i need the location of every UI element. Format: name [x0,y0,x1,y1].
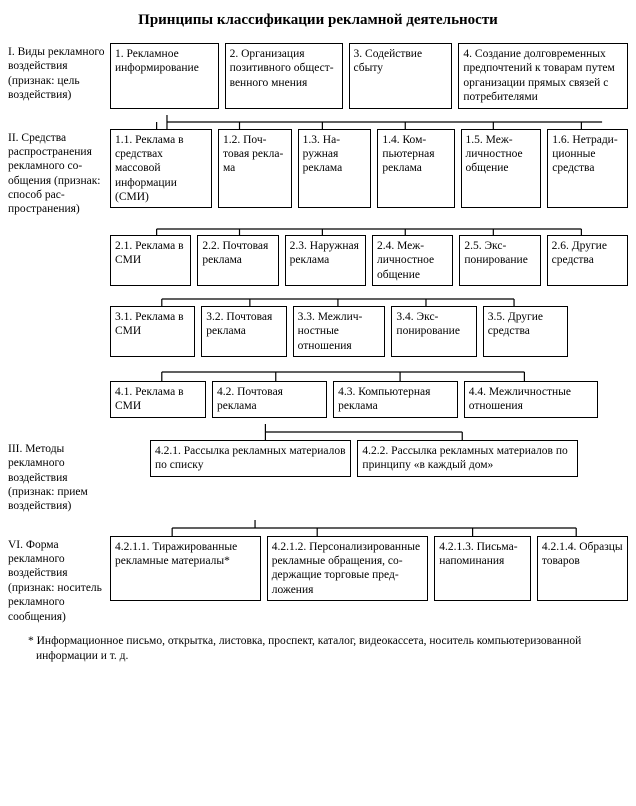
row-I-label: I. Виды рекламного воздействия (признак:… [8,43,110,103]
node-2-5: 2.5. Экс­пониро­вание [459,235,540,286]
node-1-4: 1.4. Ком­пьютер­ная рекла­ма [377,129,454,209]
node-2-1: 2.1. Рек­лама в СМИ [110,235,191,286]
node-3-5: 3.5. Другие средства [483,306,568,357]
node-2-4: 2.4. Меж­личност­ное об­щение [372,235,453,286]
row-4x: 4.1. Рек­лама в СМИ 4.2. Почтовая реклам… [8,381,628,418]
node-4-2: 4.2. Почтовая реклама [212,381,327,418]
row-II-label: II. Средства распростра­нения рек­ламног… [8,129,110,217]
conn-421-to-leaf [110,520,628,536]
conn-I-to-1x [110,115,628,129]
conn-3-to-3x [110,292,628,306]
diagram-title: Принципы классификации рекламной деятель… [8,12,628,29]
node-1-1: 1.1. Рек­лама в средствах массовой инфор… [110,129,212,209]
node-2-3: 2.3. На­ружная рекла­ма [285,235,366,286]
row-3x: 3.1. Рек­лама в СМИ 3.2. Поч­товая рекла… [8,306,628,357]
node-2: 2. Организа­ция позитив­ного общест­венн… [225,43,343,109]
footnote: * Информационное письмо, открытка, листо… [28,634,628,664]
row-VI: VI. Форма рекламного воздействия (призна… [8,536,628,624]
node-3-3: 3.3. Межлич­ностные отношения [293,306,386,357]
row-III-label: III. Методы рекламного воздействия (приз… [8,440,110,514]
node-1-3: 1.3. На­ружная рекла­ма [298,129,372,209]
node-4-2-2: 4.2.2. Рассылка рек­ламных материалов по… [357,440,578,477]
conn-4-to-4x [110,363,628,381]
node-4-4: 4.4. Межличност­ные отношения [464,381,598,418]
node-4-3: 4.3. Компью­терная реклама [333,381,458,418]
row-III: III. Методы рекламного воздействия (приз… [8,440,628,514]
row-I: I. Виды рекламного воздействия (признак:… [8,43,628,109]
node-2-6: 2.6. Дру­гие средства [547,235,628,286]
node-4-2-1: 4.2.1. Рассылка рек­ламных материалов по… [150,440,351,477]
node-4-2-1-1: 4.2.1.1. Тиражиро­ванные рекламные матер… [110,536,261,602]
row-II-2: 2.1. Рек­лама в СМИ 2.2. Поч­товая рекла… [8,235,628,286]
conn-42-to-42x [110,424,628,440]
node-4-2-1-4: 4.2.1.4. Образцы товаров [537,536,628,602]
node-2-2: 2.2. Поч­товая рекла­ма [197,235,278,286]
node-1: 1. Реклам­ное инфор­мирование [110,43,219,109]
node-3-4: 3.4. Экс­пониро­вание [391,306,476,357]
node-1-6: 1.6. Не­тради­ционные средст­ва [547,129,628,209]
node-1-5: 1.5. Меж­личност­ное об­щение [461,129,542,209]
node-4-2-1-2: 4.2.1.2. Персона­лизированные рекламные … [267,536,429,602]
node-3-1: 3.1. Рек­лама в СМИ [110,306,195,357]
row-VI-label: VI. Форма рекламного воздействия (призна… [8,536,110,624]
node-4: 4. Создание долговременных предпочтений … [458,43,628,109]
node-3-2: 3.2. Поч­товая реклама [201,306,286,357]
node-4-1: 4.1. Рек­лама в СМИ [110,381,206,418]
node-1-2: 1.2. Поч­товая рекла­ма [218,129,292,209]
conn-2-to-2x [110,223,628,235]
node-4-2-1-3: 4.2.1.3. Письма-напоми­нания [434,536,531,602]
node-3: 3. Содействие сбыту [349,43,453,109]
row-II-1: II. Средства распростра­нения рек­ламног… [8,129,628,217]
